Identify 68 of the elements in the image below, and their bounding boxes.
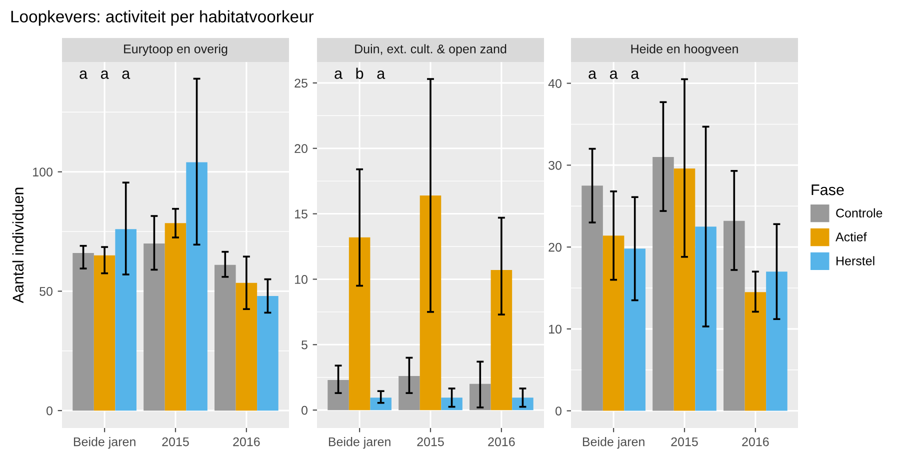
annotation: a — [377, 70, 386, 79]
legend-label: Actief — [836, 232, 867, 242]
bar — [214, 264, 236, 411]
bar — [602, 236, 624, 411]
bar — [257, 296, 278, 411]
y-tick-label: 40 — [548, 79, 562, 88]
x-tick-label: 2015 — [417, 437, 444, 446]
x-tick-label: Beide jaren — [582, 437, 644, 449]
legend-title: Fase — [812, 184, 844, 196]
y-tick-label: 25 — [294, 78, 308, 88]
bar — [328, 380, 349, 410]
bar — [398, 376, 420, 410]
bar — [370, 398, 392, 410]
bar — [766, 272, 788, 411]
y-tick-label: 20 — [294, 144, 308, 154]
bar — [441, 398, 462, 410]
annotation: a — [588, 70, 597, 79]
y-axis-title: Aantal individuen — [12, 188, 24, 304]
annotation: b — [356, 68, 364, 79]
bar — [674, 168, 696, 411]
annotation: a — [610, 70, 618, 79]
annotation: a — [122, 70, 130, 79]
annotation: a — [631, 70, 640, 79]
chart-title: Duin, ext. cult. & open zand — [355, 44, 506, 56]
bar — [186, 162, 208, 411]
bar — [490, 270, 512, 410]
text: Loopkevers: activiteit per habitatvoorkeur — [11, 10, 314, 26]
annotation: a — [80, 70, 88, 79]
bar — [512, 398, 534, 410]
bar — [624, 248, 646, 411]
y-tick-label: 0 — [556, 406, 562, 416]
bar — [348, 237, 370, 410]
y-tick-label: 0 — [302, 406, 308, 415]
annotation: a — [334, 70, 343, 79]
x-tick-label: 2016 — [742, 437, 769, 446]
legend-label: Herstel — [836, 256, 874, 266]
bar — [115, 229, 136, 411]
bar — [420, 195, 442, 410]
chart-title: Heide en hoogveen — [631, 44, 738, 56]
bar — [236, 282, 258, 411]
bar — [470, 384, 491, 410]
bar — [652, 156, 674, 411]
x-tick-label: 2015 — [162, 437, 189, 446]
bar — [164, 223, 186, 411]
y-tick-label: 5 — [302, 340, 308, 350]
x-tick-label: Beide jaren — [328, 437, 390, 449]
bar — [144, 243, 165, 411]
x-tick-label: 2016 — [488, 437, 515, 446]
y-tick-label: 10 — [295, 275, 308, 284]
bar — [724, 220, 745, 411]
y-tick-label: 50 — [40, 287, 52, 296]
bar — [695, 226, 716, 411]
y-tick-label: 10 — [549, 324, 562, 334]
legend-label: Controle — [836, 208, 882, 218]
bar — [582, 186, 603, 411]
y-tick-label: 30 — [548, 160, 562, 170]
y-tick-label: 15 — [295, 210, 308, 218]
y-tick-label: 20 — [548, 242, 562, 252]
x-tick-label: Beide jaren — [74, 437, 136, 449]
y-tick-label: 100 — [33, 168, 52, 176]
annotation: a — [100, 70, 109, 79]
x-tick-label: 2015 — [671, 437, 698, 446]
chart-title: Eurytoop en overig — [124, 44, 228, 56]
y-tick-label: 0 — [46, 406, 52, 416]
x-tick-label: 2016 — [233, 437, 260, 446]
bar — [744, 292, 766, 411]
bar — [94, 255, 116, 411]
bar — [72, 253, 94, 411]
